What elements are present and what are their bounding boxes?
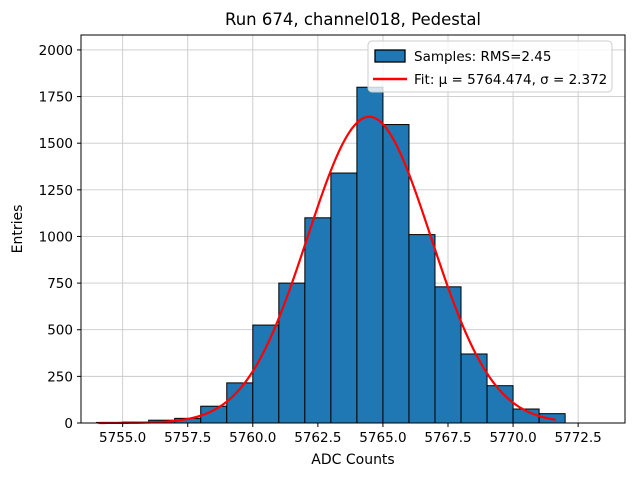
x-axis-label: ADC Counts [311,452,394,468]
histogram-bar [434,286,462,424]
legend-samples-swatch [374,49,406,63]
legend: Samples: RMS=2.45 Fit: μ = 5764.474, σ =… [367,40,613,93]
axes-frame [80,34,626,424]
x-tick-label: 5762.5 [294,430,341,446]
x-tick-label: 5772.5 [555,430,602,446]
chart-title: Run 674, channel018, Pedestal [225,10,481,29]
y-tick-label: 1500 [39,136,73,152]
y-tick-label: 1750 [39,90,73,106]
histogram-bar [252,324,280,424]
x-tick-label: 5760.0 [229,430,276,446]
legend-fit-label: Fit: μ = 5764.474, σ = 2.372 [414,72,607,88]
x-tick-label: 5767.5 [424,430,471,446]
x-tick-label: 5770.0 [489,430,536,446]
fit-curve [98,115,556,425]
histogram-bar [382,124,410,424]
axis-ticks: 5755.0 5757.5 5760.0 5762.5 5765.0 5767.5 5770… [39,43,602,446]
y-tick-label: 2000 [39,43,73,59]
x-tick-label: 5765.0 [359,430,406,446]
y-axis-label: Entries [10,205,26,254]
y-tick-label: 250 [47,369,73,385]
x-tick-label: 5755.0 [99,430,146,446]
y-tick-label: 750 [47,276,73,292]
y-tick-label: 0 [64,416,73,432]
histogram-bar [304,217,332,424]
legend-samples-label: Samples: RMS=2.45 [414,49,551,65]
gaussian-fit-line [98,115,556,425]
histogram-bars [96,86,566,424]
y-tick-label: 1000 [39,229,73,245]
plot-frame [80,34,626,424]
histogram-bar [278,282,306,424]
x-tick-label: 5757.5 [164,430,211,446]
histogram-bar [408,234,436,424]
histogram-bar [460,353,488,424]
y-tick-label: 1250 [39,183,73,199]
legend-box [367,40,613,93]
histogram-bar [330,172,358,424]
histogram-bar [356,86,384,424]
y-tick-label: 500 [47,323,73,339]
